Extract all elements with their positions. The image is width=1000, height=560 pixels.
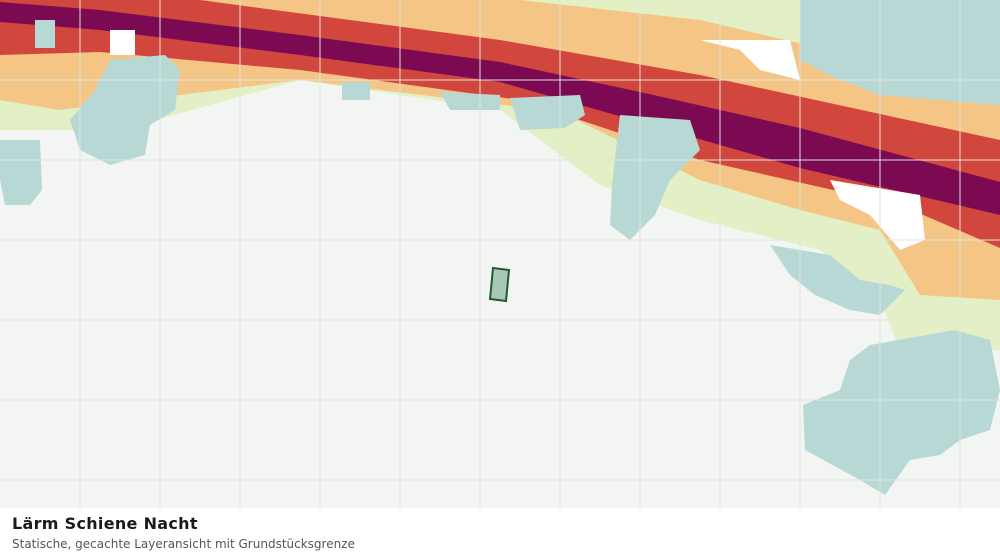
noise-zone-high [0, 0, 1000, 248]
area [800, 0, 1000, 105]
area [70, 55, 180, 165]
noise-layer [0, 0, 1000, 350]
area [830, 180, 925, 250]
area [510, 95, 585, 130]
area [110, 30, 135, 55]
area [610, 115, 700, 240]
caption: Lärm Schiene Nacht Statische, gecachte L… [0, 508, 1000, 560]
blank-areas [110, 30, 925, 250]
area [35, 20, 55, 48]
noise-zone-medium [0, 0, 1000, 300]
title: Lärm Schiene Nacht [12, 514, 198, 533]
subtitle: Statische, gecachte Layeransicht mit Gru… [12, 537, 355, 551]
area [700, 40, 800, 80]
area [440, 92, 500, 110]
noise-zone-very-high [0, 2, 1000, 215]
grid [0, 0, 1000, 508]
area [0, 140, 42, 205]
area [770, 245, 905, 315]
area [342, 82, 370, 100]
water-areas [0, 0, 1000, 495]
parcel-boundary [488, 266, 511, 303]
map [0, 0, 1000, 508]
area [803, 330, 1000, 495]
